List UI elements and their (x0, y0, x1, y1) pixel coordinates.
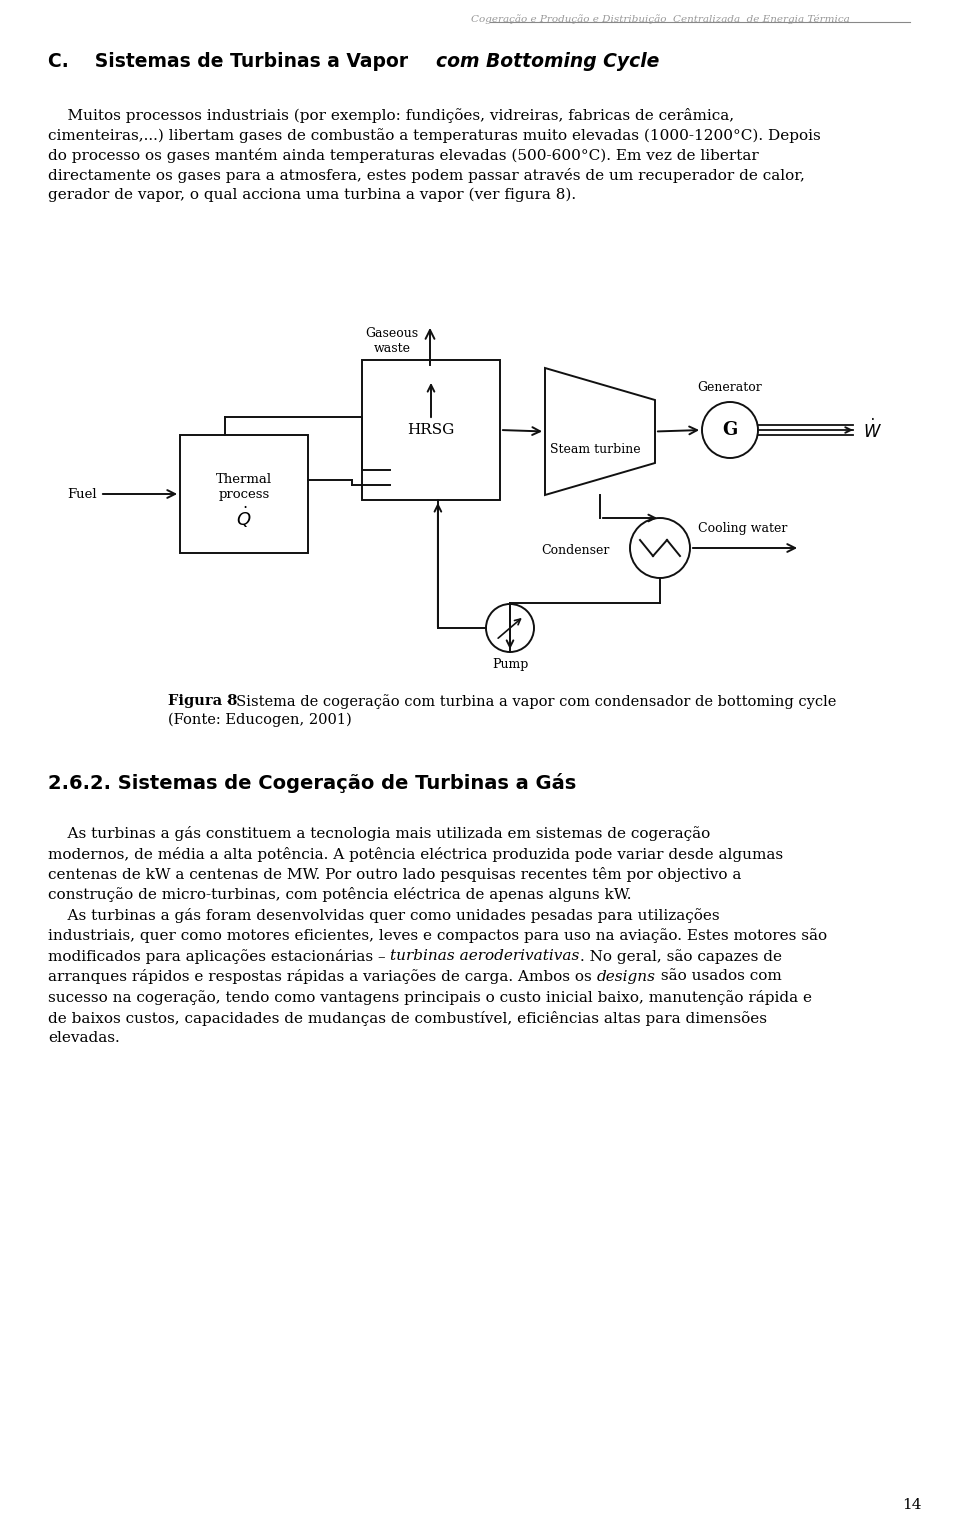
Text: Pump: Pump (492, 658, 528, 671)
Text: directamente os gases para a atmosfera, estes podem passar através de um recuper: directamente os gases para a atmosfera, … (48, 168, 804, 183)
Text: Fuel: Fuel (67, 488, 97, 501)
Text: Cogeração e Produção e Distribuição  Centralizada  de Energia Térmica: Cogeração e Produção e Distribuição Cent… (470, 14, 850, 24)
Bar (362, 361, 500, 500)
Text: As turbinas a gás foram desenvolvidas quer como unidades pesadas para utilizaçõe: As turbinas a gás foram desenvolvidas qu… (48, 907, 720, 923)
Text: modernos, de média a alta potência. A potência eléctrica produzida pode variar d: modernos, de média a alta potência. A po… (48, 847, 783, 862)
Text: industriais, quer como motores eficientes, leves e compactos para uso na aviação: industriais, quer como motores eficiente… (48, 929, 828, 944)
Text: (Fonte: Educogen, 2001): (Fonte: Educogen, 2001) (168, 714, 351, 727)
Text: Cooling water: Cooling water (698, 523, 787, 535)
Text: turbinas aeroderivativas: turbinas aeroderivativas (391, 948, 580, 964)
Text: designs: designs (596, 970, 656, 983)
Text: com Bottoming Cycle: com Bottoming Cycle (436, 52, 660, 71)
Text: Muitos processos industriais (por exemplo: fundições, vidreiras, fabricas de cer: Muitos processos industriais (por exempl… (48, 108, 734, 123)
Text: de baixos custos, capacidades de mudanças de combustível, eficiências altas para: de baixos custos, capacidades de mudança… (48, 1011, 767, 1026)
Text: 14: 14 (902, 1498, 922, 1512)
Bar (180, 435, 308, 553)
Text: construção de micro-turbinas, com potência eléctrica de apenas alguns kW.: construção de micro-turbinas, com potênc… (48, 888, 632, 903)
Text: Gaseous
waste: Gaseous waste (366, 327, 419, 355)
Text: modificados para aplicações estacionárias –: modificados para aplicações estacionária… (48, 948, 391, 964)
Text: $\dot{Q}$: $\dot{Q}$ (236, 504, 252, 530)
Text: G: G (722, 421, 737, 439)
Text: são usados com: são usados com (656, 970, 781, 983)
Text: Steam turbine: Steam turbine (550, 442, 640, 456)
Text: HRSG: HRSG (407, 423, 455, 436)
Text: Thermal
process: Thermal process (216, 473, 272, 501)
Text: elevadas.: elevadas. (48, 1032, 120, 1045)
Text: Figura 8: Figura 8 (168, 694, 237, 708)
Text: C.    Sistemas de Turbinas a Vapor: C. Sistemas de Turbinas a Vapor (48, 52, 415, 71)
Text: do processo os gases mantém ainda temperaturas elevadas (500-600°C). Em vez de l: do processo os gases mantém ainda temper… (48, 148, 758, 164)
Text: Condenser: Condenser (541, 544, 610, 556)
Text: centenas de kW a centenas de MW. Por outro lado pesquisas recentes têm por objec: centenas de kW a centenas de MW. Por out… (48, 867, 741, 882)
Text: Generator: Generator (698, 380, 762, 394)
Text: cimenteiras,...) libertam gases de combustão a temperaturas muito elevadas (1000: cimenteiras,...) libertam gases de combu… (48, 127, 821, 142)
Text: - Sistema de cogeração com turbina a vapor com condensador de bottoming cycle: - Sistema de cogeração com turbina a vap… (222, 694, 836, 709)
Text: $\dot{W}$: $\dot{W}$ (863, 418, 882, 441)
Text: gerador de vapor, o qual acciona uma turbina a vapor (ver figura 8).: gerador de vapor, o qual acciona uma tur… (48, 188, 576, 203)
Text: 2.6.2. Sistemas de Cogeração de Turbinas a Gás: 2.6.2. Sistemas de Cogeração de Turbinas… (48, 773, 576, 792)
Text: As turbinas a gás constituem a tecnologia mais utilizada em sistemas de cogeraçã: As turbinas a gás constituem a tecnologi… (48, 826, 710, 841)
Text: . No geral, são capazes de: . No geral, são capazes de (580, 948, 781, 964)
Text: sucesso na cogeração, tendo como vantagens principais o custo inicial baixo, man: sucesso na cogeração, tendo como vantage… (48, 989, 812, 1004)
Text: arranques rápidos e respostas rápidas a variações de carga. Ambos os: arranques rápidos e respostas rápidas a … (48, 970, 596, 985)
